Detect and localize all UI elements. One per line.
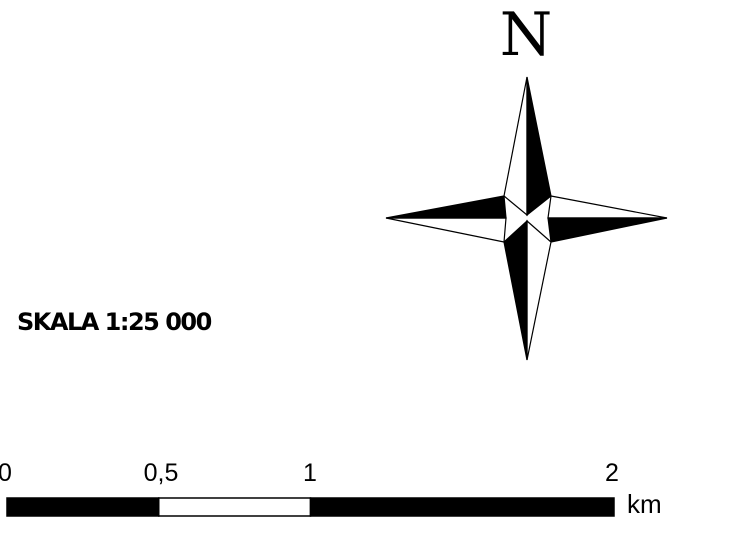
north-label: N (499, 0, 553, 70)
compass-rose-icon (385, 76, 668, 361)
scale-tick-label: 0 (0, 459, 12, 487)
scale-bar-segment (158, 497, 312, 517)
scale-unit-label: km (627, 489, 662, 519)
scale-bar-segment (6, 497, 160, 517)
scale-bar-segment (309, 497, 615, 517)
scale-tick-label: 0,5 (143, 459, 179, 487)
scale-tick-label: 1 (303, 459, 317, 487)
scale-tick-label: 2 (605, 459, 619, 487)
scale-bar (6, 497, 615, 517)
scale-ratio-label: SKALA 1:25 000 (17, 308, 212, 336)
